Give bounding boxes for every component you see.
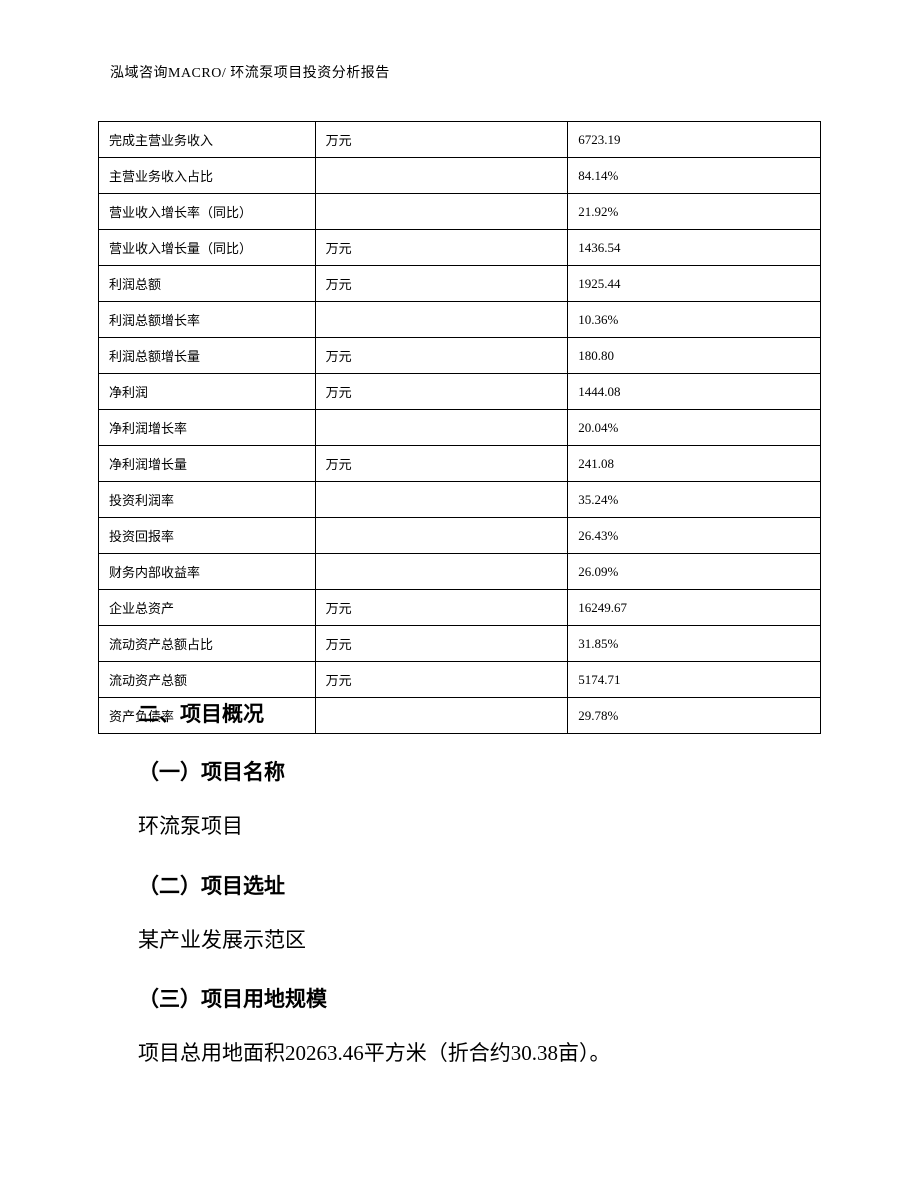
table-cell-label: 投资利润率 [99, 482, 316, 518]
table-cell-label: 净利润增长率 [99, 410, 316, 446]
table-cell-unit: 万元 [315, 626, 568, 662]
table-cell-unit: 万元 [315, 446, 568, 482]
body-text-1: 环流泵项目 [138, 810, 778, 844]
sub-title-3: （三）项目用地规模 [138, 983, 778, 1013]
table-cell-unit [315, 158, 568, 194]
table-cell-unit [315, 554, 568, 590]
table-cell-unit [315, 518, 568, 554]
table-cell-label: 利润总额增长率 [99, 302, 316, 338]
header-text: 泓域咨询MACRO/ 环流泵项目投资分析报告 [110, 66, 390, 81]
table-row: 主营业务收入占比 84.14% [99, 158, 821, 194]
table-cell-value: 10.36% [568, 302, 821, 338]
content-section: 二、项目概况 （一）项目名称 环流泵项目 （二）项目选址 某产业发展示范区 （三… [138, 698, 778, 1097]
body-text-3: 项目总用地面积20263.46平方米（折合约30.38亩）。 [106, 1037, 778, 1071]
table-cell-unit [315, 302, 568, 338]
table-cell-unit: 万元 [315, 338, 568, 374]
table-cell-unit: 万元 [315, 374, 568, 410]
table-cell-label: 投资回报率 [99, 518, 316, 554]
table-row: 投资回报率 26.43% [99, 518, 821, 554]
table-cell-value: 6723.19 [568, 122, 821, 158]
table-cell-unit: 万元 [315, 662, 568, 698]
table-cell-value: 31.85% [568, 626, 821, 662]
table-cell-value: 26.43% [568, 518, 821, 554]
table-cell-unit [315, 410, 568, 446]
table-cell-value: 21.92% [568, 194, 821, 230]
table-row: 完成主营业务收入万元6723.19 [99, 122, 821, 158]
table-cell-value: 35.24% [568, 482, 821, 518]
table-cell-value: 1925.44 [568, 266, 821, 302]
table-cell-value: 20.04% [568, 410, 821, 446]
table-cell-label: 财务内部收益率 [99, 554, 316, 590]
table-cell-value: 5174.71 [568, 662, 821, 698]
table-cell-unit: 万元 [315, 590, 568, 626]
table-cell-label: 企业总资产 [99, 590, 316, 626]
table-row: 利润总额增长量万元180.80 [99, 338, 821, 374]
table-row: 营业收入增长率（同比） 21.92% [99, 194, 821, 230]
table-row: 利润总额万元1925.44 [99, 266, 821, 302]
table-cell-label: 流动资产总额 [99, 662, 316, 698]
table-row: 财务内部收益率 26.09% [99, 554, 821, 590]
table-cell-value: 180.80 [568, 338, 821, 374]
table-cell-label: 净利润增长量 [99, 446, 316, 482]
table-row: 净利润增长量万元241.08 [99, 446, 821, 482]
table-cell-value: 241.08 [568, 446, 821, 482]
table-cell-label: 完成主营业务收入 [99, 122, 316, 158]
table-cell-unit [315, 194, 568, 230]
table-cell-unit: 万元 [315, 122, 568, 158]
table-cell-value: 1444.08 [568, 374, 821, 410]
table-cell-value: 1436.54 [568, 230, 821, 266]
table-cell-value: 84.14% [568, 158, 821, 194]
table-row: 营业收入增长量（同比）万元1436.54 [99, 230, 821, 266]
table-row: 流动资产总额占比万元31.85% [99, 626, 821, 662]
financial-table-container: 完成主营业务收入万元6723.19主营业务收入占比84.14%营业收入增长率（同… [98, 121, 821, 734]
table-cell-unit: 万元 [315, 266, 568, 302]
table-cell-unit [315, 482, 568, 518]
table-cell-label: 利润总额增长量 [99, 338, 316, 374]
table-cell-label: 利润总额 [99, 266, 316, 302]
section-main-title: 二、项目概况 [138, 698, 778, 728]
table-cell-value: 26.09% [568, 554, 821, 590]
table-row: 企业总资产万元16249.67 [99, 590, 821, 626]
table-cell-label: 主营业务收入占比 [99, 158, 316, 194]
table-cell-label: 营业收入增长量（同比） [99, 230, 316, 266]
sub-title-1: （一）项目名称 [138, 756, 778, 786]
table-cell-label: 净利润 [99, 374, 316, 410]
table-row: 流动资产总额万元5174.71 [99, 662, 821, 698]
table-cell-unit: 万元 [315, 230, 568, 266]
table-row: 利润总额增长率 10.36% [99, 302, 821, 338]
sub-title-2: （二）项目选址 [138, 870, 778, 900]
table-row: 净利润增长率 20.04% [99, 410, 821, 446]
body-text-2: 某产业发展示范区 [138, 924, 778, 958]
table-cell-label: 营业收入增长率（同比） [99, 194, 316, 230]
table-cell-value: 16249.67 [568, 590, 821, 626]
table-cell-label: 流动资产总额占比 [99, 626, 316, 662]
table-row: 投资利润率 35.24% [99, 482, 821, 518]
page-header: 泓域咨询MACRO/ 环流泵项目投资分析报告 [110, 62, 390, 82]
table-row: 净利润万元1444.08 [99, 374, 821, 410]
financial-table: 完成主营业务收入万元6723.19主营业务收入占比84.14%营业收入增长率（同… [98, 121, 821, 734]
